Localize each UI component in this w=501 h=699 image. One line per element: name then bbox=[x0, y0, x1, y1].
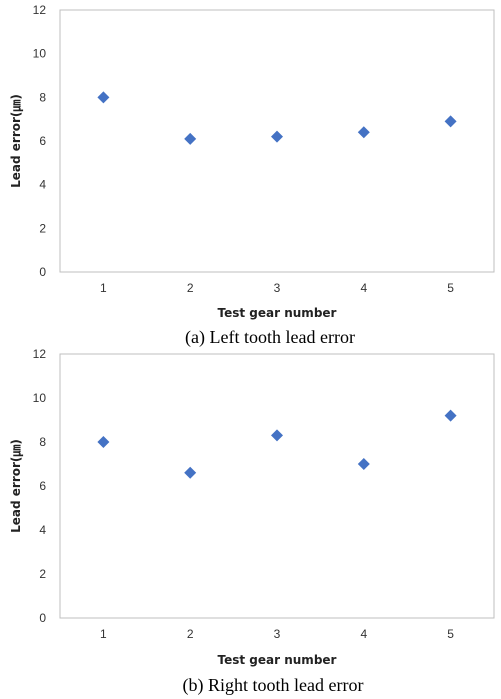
x-tick-label: 4 bbox=[360, 281, 367, 295]
x-tick-label: 2 bbox=[187, 627, 194, 641]
y-tick-label: 12 bbox=[33, 3, 47, 17]
x-axis-title: Test gear number bbox=[218, 306, 337, 320]
figure-caption: (b) Right tooth lead error bbox=[183, 675, 364, 695]
y-tick-label: 6 bbox=[39, 479, 46, 493]
data-point-diamond bbox=[444, 409, 457, 422]
x-tick-label: 4 bbox=[360, 627, 367, 641]
y-tick-label: 10 bbox=[33, 47, 47, 61]
y-axis-title: Lead error(㎛) bbox=[9, 94, 23, 188]
y-tick-label: 8 bbox=[39, 90, 46, 104]
y-tick-label: 2 bbox=[39, 221, 46, 235]
x-tick-label: 5 bbox=[447, 627, 454, 641]
data-point-diamond bbox=[184, 132, 197, 145]
y-tick-label: 10 bbox=[33, 391, 47, 405]
y-axis-title: Lead error(㎛) bbox=[9, 439, 23, 533]
figure-caption: (a) Left tooth lead error bbox=[185, 327, 355, 348]
data-point-diamond bbox=[271, 130, 283, 143]
x-tick-label: 1 bbox=[100, 627, 107, 641]
data-point-diamond bbox=[444, 115, 457, 128]
y-tick-label: 2 bbox=[39, 567, 46, 581]
data-point-diamond bbox=[271, 429, 283, 442]
x-tick-label: 3 bbox=[274, 627, 281, 641]
data-points bbox=[97, 409, 457, 479]
data-point-diamond bbox=[184, 466, 197, 479]
x-tick-labels: 1 2 3 4 5 bbox=[100, 627, 454, 641]
x-tick-label: 2 bbox=[187, 281, 194, 295]
data-point-diamond bbox=[357, 126, 370, 139]
x-tick-label: 3 bbox=[274, 281, 281, 295]
y-tick-label: 0 bbox=[39, 265, 46, 279]
y-tick-label: 4 bbox=[39, 523, 46, 537]
x-tick-label: 1 bbox=[100, 281, 107, 295]
y-tick-label: 4 bbox=[39, 178, 46, 192]
x-tick-labels: 1 2 3 4 5 bbox=[100, 281, 454, 295]
data-point-diamond bbox=[357, 458, 370, 470]
y-tick-label: 12 bbox=[33, 347, 47, 361]
y-tick-label: 6 bbox=[39, 134, 46, 148]
plot-frame bbox=[59, 353, 495, 619]
y-tick-labels: 0 2 4 6 8 10 12 bbox=[33, 347, 47, 625]
y-tick-label: 0 bbox=[39, 611, 46, 625]
x-tick-label: 5 bbox=[447, 281, 454, 295]
y-tick-label: 8 bbox=[39, 435, 46, 449]
x-axis-title: Test gear number bbox=[218, 653, 337, 667]
data-point-diamond bbox=[97, 91, 110, 104]
data-points bbox=[97, 91, 457, 145]
y-tick-labels: 0 2 4 6 8 10 12 bbox=[33, 3, 47, 279]
data-point-diamond bbox=[97, 436, 110, 448]
